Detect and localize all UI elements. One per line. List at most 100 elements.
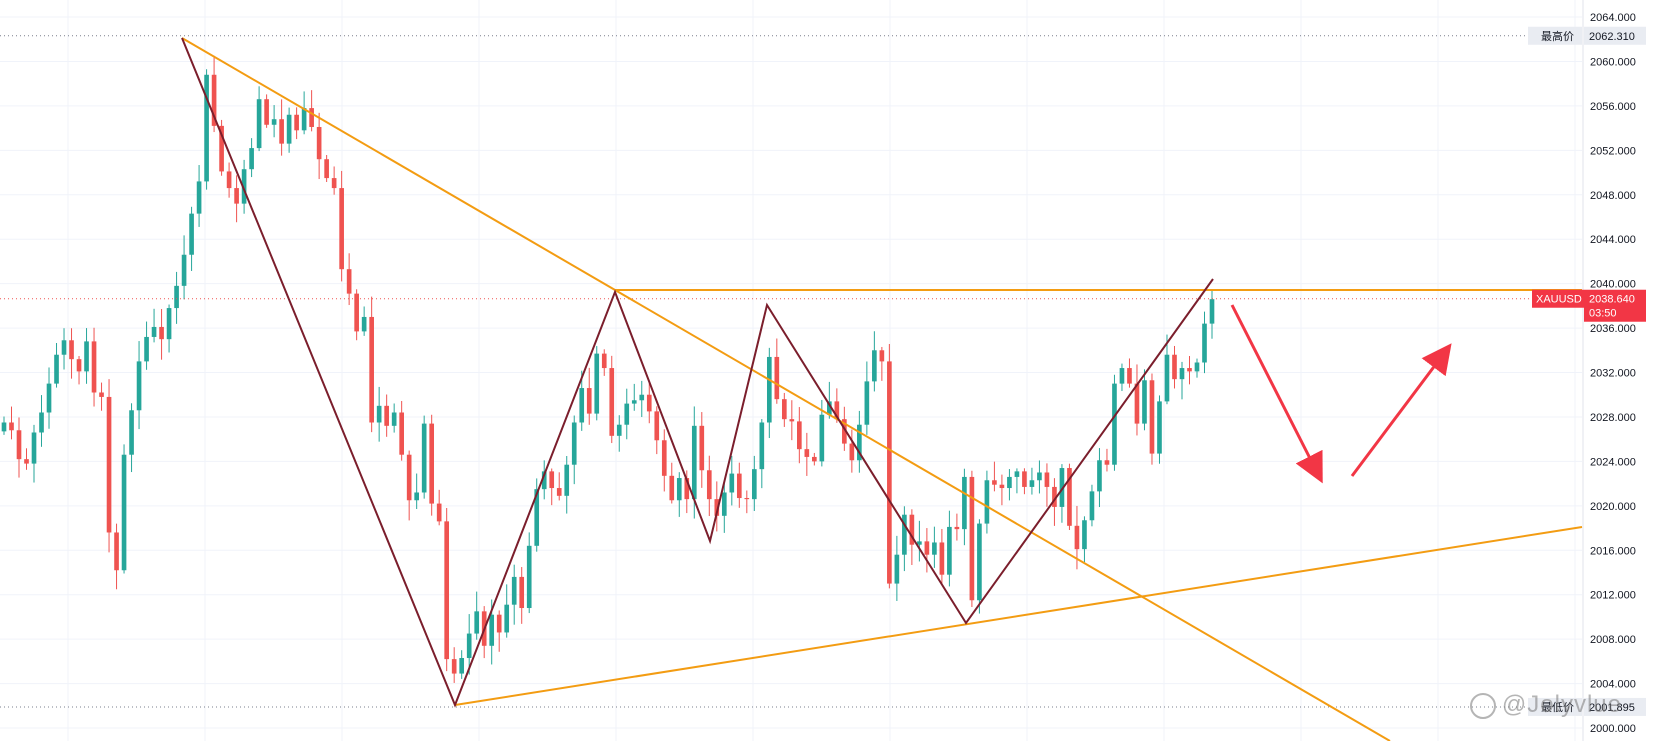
candle-body (1164, 354, 1170, 402)
candle-body (789, 419, 795, 422)
candle-body (849, 443, 855, 461)
candle-body (676, 478, 682, 501)
y-tick-label: 2020.000 (1590, 501, 1636, 513)
candle-body (369, 316, 374, 423)
candle-body (1, 422, 7, 432)
y-tick-label: 2016.000 (1590, 545, 1636, 557)
candle-body (939, 542, 945, 575)
candle-body (279, 119, 284, 144)
candle-body (1059, 468, 1065, 507)
candle-body (819, 414, 825, 462)
candle-body (947, 526, 952, 575)
candle-body (339, 188, 344, 270)
candle-body (684, 478, 690, 500)
candle-body (526, 545, 532, 609)
candle-body (954, 526, 960, 530)
candle-body (1112, 383, 1117, 465)
candle-body (797, 421, 802, 450)
candle-body (1104, 460, 1110, 465)
candle-body (842, 419, 847, 444)
high-label-text: 最高价 (1541, 29, 1574, 43)
y-tick-label: 2036.000 (1590, 323, 1636, 335)
candle-body (1037, 472, 1042, 481)
candle-body (872, 350, 877, 382)
candle-body (151, 326, 157, 337)
descending-trendline (181, 37, 1391, 741)
ascending-trendline (454, 526, 1583, 706)
candle-body (84, 341, 89, 372)
candle-body (211, 74, 217, 126)
candle-body (609, 368, 615, 436)
candle-body (902, 514, 907, 555)
candle-body (661, 440, 667, 476)
candle-body (16, 430, 22, 460)
candle-body (1187, 368, 1192, 372)
candle-body (316, 126, 322, 160)
candle-body (331, 178, 337, 189)
candle-body (1082, 520, 1087, 550)
candle-body (804, 449, 810, 457)
y-tick-label: 2060.000 (1590, 56, 1636, 68)
candle-body (992, 480, 997, 485)
candle-body (54, 354, 59, 384)
candle-body (1097, 460, 1102, 492)
candle-body (249, 148, 254, 170)
candle-body (226, 171, 232, 189)
candle-body (1172, 354, 1177, 380)
candle-body (549, 471, 555, 489)
candle-body (969, 476, 975, 601)
candle-body (556, 488, 562, 496)
candle-body (504, 604, 510, 633)
candle-body (136, 361, 142, 411)
candle-body (579, 388, 585, 423)
up-arrow (1350, 343, 1452, 477)
last-price-text: 2038.640 (1589, 294, 1635, 306)
candle-body (699, 425, 705, 471)
candle-body (354, 293, 359, 332)
candle-body (196, 181, 202, 214)
candle-body (879, 350, 885, 362)
watermark-text: @Jolyvlue (1501, 691, 1622, 718)
low-value-tag (1584, 697, 1646, 716)
candle-body (1134, 383, 1140, 424)
candle-body (759, 422, 765, 470)
candle-body (721, 492, 727, 516)
candle-body (932, 542, 937, 555)
candle-body (564, 464, 570, 496)
candle-body (917, 541, 922, 545)
candle-body (864, 381, 870, 425)
high-value-text: 2062.310 (1589, 31, 1635, 43)
candle-body (571, 422, 577, 465)
candle-body (436, 503, 442, 522)
candle-body (31, 432, 37, 464)
y-tick-label: 2064.000 (1590, 12, 1636, 24)
candle-body (106, 396, 112, 533)
candle-body (646, 394, 652, 412)
low-value-text: 2001.895 (1589, 702, 1635, 714)
y-tick-label: 2012.000 (1590, 590, 1636, 602)
candle-body (766, 356, 772, 423)
candle-body (391, 412, 397, 426)
candle-body (451, 659, 457, 674)
candle-body (887, 361, 892, 584)
candle-body (781, 399, 787, 420)
candle-body (1119, 368, 1125, 384)
candle-body (999, 484, 1005, 489)
candle-body (99, 392, 104, 397)
last-price-tag (1584, 289, 1646, 322)
candle-body (1142, 380, 1147, 424)
candle-body (129, 410, 134, 455)
candle-body (324, 159, 329, 179)
candle-body (534, 489, 540, 546)
candle-body (1127, 368, 1132, 384)
candle-body (489, 614, 495, 646)
y-tick-label: 2040.000 (1590, 279, 1636, 291)
y-tick-label: 2028.000 (1590, 412, 1636, 424)
candle-body (1209, 299, 1215, 324)
high-label-tag (1528, 26, 1582, 45)
candle-body (857, 424, 862, 461)
candle-body (586, 388, 592, 414)
candle-body (1149, 380, 1155, 454)
candle-body (714, 499, 720, 516)
